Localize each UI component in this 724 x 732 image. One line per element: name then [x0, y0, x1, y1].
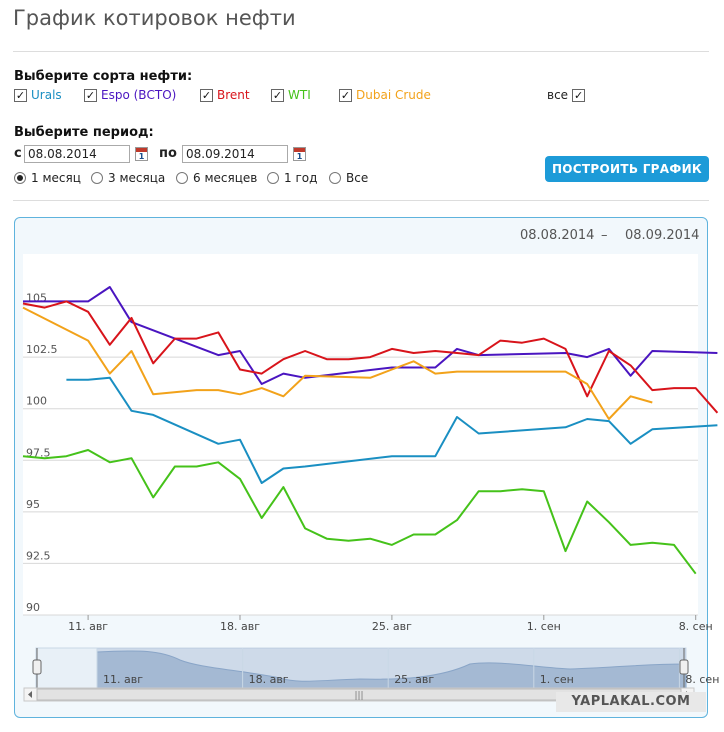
period-radios: 1 месяц 3 месяца 6 месяцев 1 год Все	[14, 171, 414, 189]
calendar-icon[interactable]: 1	[293, 147, 306, 161]
radio-label: 6 месяцев	[193, 171, 258, 185]
checkbox-brent[interactable]: ✓ Brent	[200, 88, 250, 102]
title-divider	[13, 51, 709, 52]
grade-label-all: все	[547, 88, 569, 102]
x-axis-labels: 11. авг 18. авг 25. авг 1. сен 8. сен	[68, 615, 713, 633]
y-tick-label: 102.5	[26, 343, 58, 356]
filters-divider	[13, 200, 709, 201]
radio-icon	[176, 172, 188, 184]
series-line-espo	[23, 286, 718, 385]
x-tick-label: 25. авг	[372, 620, 412, 633]
grade-label-brent: Brent	[217, 88, 250, 102]
navigator-label: 1. сен	[540, 673, 574, 686]
navigator-label: 18. авг	[249, 673, 289, 686]
x-tick-label: 11. авг	[68, 620, 108, 633]
radio-selected-icon	[14, 172, 26, 184]
grade-checkboxes: ✓ Urals ✓ Espo (ВСТО) ✓ Brent ✓ WTI ✓ Du…	[14, 88, 714, 106]
checkbox-dubai[interactable]: ✓ Dubai Crude	[339, 88, 431, 102]
navigator-selection	[97, 648, 686, 688]
navigator-label: 11. авг	[103, 673, 143, 686]
y-tick-label: 90	[26, 601, 40, 614]
radio-icon	[267, 172, 279, 184]
check-icon: ✓	[14, 88, 27, 102]
check-icon: ✓	[200, 88, 213, 102]
radio-label: Все	[346, 171, 369, 185]
navigator-handle	[679, 659, 689, 675]
grades-label: Выберите сорта нефти:	[14, 69, 193, 84]
x-tick-label: 18. авг	[220, 620, 260, 633]
series-lines	[22, 286, 719, 575]
calendar-icon[interactable]: 1	[135, 147, 148, 161]
series-line-brent	[22, 300, 719, 414]
to-label: по	[159, 146, 177, 161]
range-dash: –	[601, 228, 608, 243]
radio-6-months[interactable]: 6 месяцев	[176, 171, 257, 185]
y-tick-label: 95	[26, 498, 40, 511]
radio-label: 1 год	[284, 171, 318, 185]
grade-label-dubai: Dubai Crude	[356, 88, 431, 102]
scroll-left-icon	[28, 691, 32, 698]
radio-1-year[interactable]: 1 год	[267, 171, 317, 185]
navigator-label: 8. сен	[685, 673, 719, 686]
from-date-input[interactable]: 08.08.2014	[24, 145, 130, 163]
navigator-handle	[32, 659, 42, 675]
grade-label-urals: Urals	[31, 88, 62, 102]
watermark: YAPLAKAL.COM	[556, 692, 706, 712]
scrollbar-grip: |||	[354, 691, 363, 701]
checkbox-all[interactable]: все ✓	[547, 88, 586, 102]
radio-3-months[interactable]: 3 месяца	[91, 171, 165, 185]
y-tick-label: 100	[26, 395, 47, 408]
checkbox-urals[interactable]: ✓ Urals	[14, 88, 62, 102]
grade-label-espo: Espo (ВСТО)	[101, 88, 177, 102]
check-icon: ✓	[271, 88, 284, 102]
radio-all[interactable]: Все	[329, 171, 368, 185]
radio-label: 3 месяца	[108, 171, 166, 185]
grade-label-wti: WTI	[288, 88, 311, 102]
radio-icon	[329, 172, 341, 184]
navigator-label: 25. авг	[394, 673, 434, 686]
check-icon: ✓	[339, 88, 352, 102]
range-to: 08.09.2014	[625, 228, 700, 243]
plot-area	[23, 254, 698, 615]
navigator-area	[96, 650, 687, 689]
checkbox-espo[interactable]: ✓ Espo (ВСТО)	[84, 88, 176, 102]
range-from: 08.08.2014	[520, 228, 595, 243]
period-label: Выберите период:	[14, 125, 154, 140]
x-tick-label: 1. сен	[527, 620, 561, 633]
check-icon: ✓	[84, 88, 97, 102]
x-tick-label: 8. сен	[679, 620, 713, 633]
y-tick-label: 92.5	[26, 549, 51, 562]
to-date-input[interactable]: 08.09.2014	[182, 145, 288, 163]
checkbox-wti[interactable]: ✓ WTI	[271, 88, 311, 102]
y-tick-label: 105	[26, 292, 47, 305]
series-line-dubai-crude	[22, 306, 653, 420]
navigator[interactable]: 11. авг 18. авг 25. авг 1. сен 8. сен |||	[23, 647, 719, 702]
y-tick-label: 97.5	[26, 446, 51, 459]
radio-icon	[91, 172, 103, 184]
radio-1-month[interactable]: 1 месяц	[14, 171, 81, 185]
from-label: с	[14, 146, 22, 161]
series-line-wti	[22, 449, 697, 575]
build-chart-button[interactable]: ПОСТРОИТЬ ГРАФИК	[545, 156, 709, 182]
radio-label: 1 месяц	[31, 171, 81, 185]
check-icon: ✓	[572, 88, 586, 102]
page-title: График котировок нефти	[13, 6, 296, 30]
series-line-urals	[66, 376, 718, 484]
